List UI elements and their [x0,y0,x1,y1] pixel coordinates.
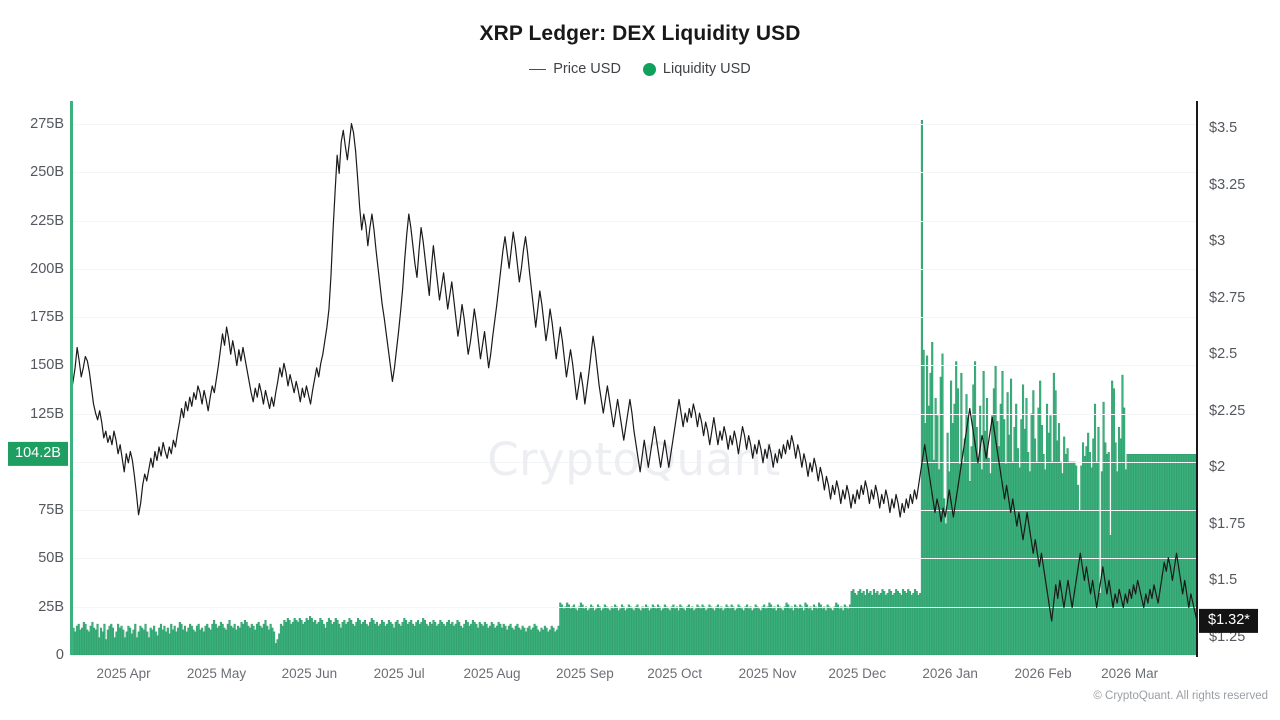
right-tick-label: $1.5 [1209,572,1238,589]
gridline [71,268,1197,270]
legend-label-liquidity: Liquidity USD [662,61,751,77]
left-tick-label: 125B [30,405,64,422]
gridlines [71,101,1197,656]
gridline [71,124,1197,126]
legend-item-liquidity[interactable]: Liquidity USD [642,61,751,77]
chart-legend: Price USD Liquidity USD [0,61,1280,77]
right-tick-label: $3.5 [1209,120,1238,137]
gridline [71,461,1197,463]
left-tick-label: 50B [38,550,64,567]
left-tick-label: 200B [30,260,64,277]
page-title: XRP Ledger: DEX Liquidity USD [479,22,801,45]
left-tick-label: 0 [55,647,64,663]
right-tick-label: $1.75 [1209,515,1246,532]
left-tick-label: 275B [30,116,64,133]
legend-label-price: Price USD [553,61,621,77]
gridline [71,510,1197,512]
gridline [71,606,1197,608]
current-liquidity-badge: 104.2B [8,441,68,466]
x-tick-label: 2025 Jun [281,666,338,681]
x-tick-label: 2025 Oct [647,666,703,681]
x-tick-label: 2025 May [186,666,247,681]
price-line [71,123,1197,622]
right-axis-line [1196,101,1198,657]
x-tick-label: 2025 Nov [738,666,797,681]
gridline [71,317,1197,319]
left-tick-label: 75B [38,502,64,519]
x-tick-label: 2025 Jul [373,666,425,681]
gridline [71,365,1197,367]
x-tick-label: 2025 Sep [556,666,614,681]
x-tick-label: 2025 Dec [828,666,887,681]
right-tick-label: $2 [1209,459,1226,476]
x-tick-label: 2026 Jan [922,666,978,681]
gridline [71,413,1197,415]
gridline [71,655,1197,656]
right-tick-label: $2.5 [1209,346,1238,363]
gridline [71,220,1197,222]
left-tick-label: 175B [30,309,64,326]
line-marker-icon [529,68,547,70]
copyright-footer: © CryptoQuant. All rights reserved [1093,690,1268,702]
x-tick-label: 2025 Aug [463,666,521,681]
legend-item-price[interactable]: Price USD [529,61,621,77]
right-tick-label: $2.25 [1209,402,1246,419]
right-tick-label: $3.25 [1209,176,1246,193]
dot-marker-icon [642,62,656,76]
current-price-badge: $1.32* [1199,608,1258,634]
x-tick-label: 2026 Mar [1101,666,1159,681]
left-axis-line [70,101,73,655]
x-tick-label: 2026 Feb [1014,666,1072,681]
plot-area[interactable]: CryptoQuant [71,101,1197,656]
left-tick-label: 25B [38,598,64,615]
gridline [71,558,1197,560]
left-tick-label: 250B [30,164,64,181]
x-tick-label: 2025 Apr [96,666,151,681]
right-tick-label: $3 [1209,233,1226,250]
left-tick-label: 225B [30,212,64,229]
left-tick-label: 150B [30,357,64,374]
right-tick-label: $2.75 [1209,289,1246,306]
gridline [71,172,1197,174]
